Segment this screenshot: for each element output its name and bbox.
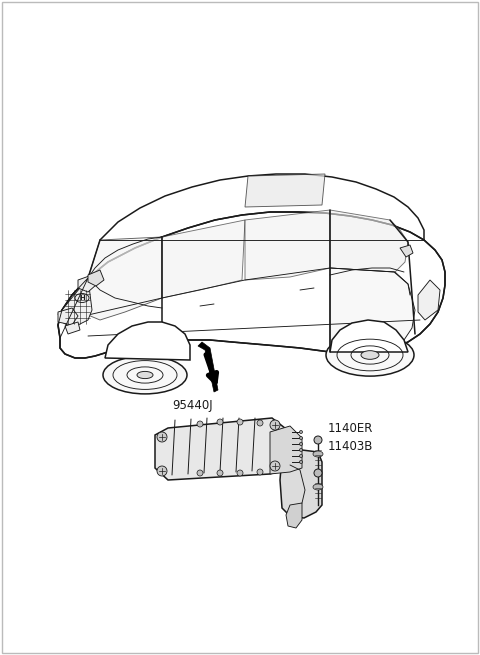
Polygon shape bbox=[58, 278, 92, 328]
Circle shape bbox=[257, 469, 263, 475]
Polygon shape bbox=[245, 210, 330, 280]
Circle shape bbox=[270, 420, 280, 430]
Polygon shape bbox=[245, 174, 325, 207]
Polygon shape bbox=[330, 320, 408, 352]
Circle shape bbox=[300, 430, 302, 434]
Polygon shape bbox=[330, 268, 415, 354]
Polygon shape bbox=[88, 237, 162, 320]
Text: H: H bbox=[79, 295, 85, 301]
Polygon shape bbox=[198, 342, 218, 392]
FancyArrowPatch shape bbox=[206, 354, 216, 383]
Polygon shape bbox=[78, 275, 96, 292]
Circle shape bbox=[300, 443, 302, 445]
Ellipse shape bbox=[313, 484, 323, 490]
Polygon shape bbox=[155, 418, 290, 480]
Text: 95440J: 95440J bbox=[172, 399, 213, 412]
Polygon shape bbox=[330, 210, 408, 272]
Polygon shape bbox=[58, 308, 78, 325]
Polygon shape bbox=[65, 322, 80, 334]
Circle shape bbox=[197, 421, 203, 427]
Circle shape bbox=[314, 469, 322, 477]
Polygon shape bbox=[270, 426, 302, 474]
Polygon shape bbox=[286, 503, 302, 528]
Circle shape bbox=[300, 460, 302, 464]
Circle shape bbox=[197, 470, 203, 476]
Circle shape bbox=[217, 470, 223, 476]
Text: 11403B: 11403B bbox=[328, 440, 373, 453]
Polygon shape bbox=[162, 220, 245, 298]
Circle shape bbox=[300, 455, 302, 457]
Ellipse shape bbox=[361, 350, 379, 360]
Circle shape bbox=[237, 470, 243, 476]
Ellipse shape bbox=[103, 356, 187, 394]
Polygon shape bbox=[105, 322, 190, 360]
Polygon shape bbox=[418, 280, 440, 320]
Circle shape bbox=[157, 432, 167, 442]
Circle shape bbox=[300, 449, 302, 451]
Ellipse shape bbox=[326, 334, 414, 376]
Polygon shape bbox=[400, 245, 413, 257]
Polygon shape bbox=[58, 212, 445, 358]
Ellipse shape bbox=[313, 451, 323, 457]
Circle shape bbox=[300, 436, 302, 440]
Circle shape bbox=[314, 436, 322, 444]
Polygon shape bbox=[88, 270, 104, 286]
Polygon shape bbox=[280, 450, 322, 518]
Circle shape bbox=[217, 419, 223, 425]
Circle shape bbox=[157, 466, 167, 476]
Circle shape bbox=[270, 461, 280, 471]
Text: 1140ER: 1140ER bbox=[328, 422, 373, 435]
Circle shape bbox=[237, 419, 243, 425]
Circle shape bbox=[257, 420, 263, 426]
Ellipse shape bbox=[137, 371, 153, 379]
